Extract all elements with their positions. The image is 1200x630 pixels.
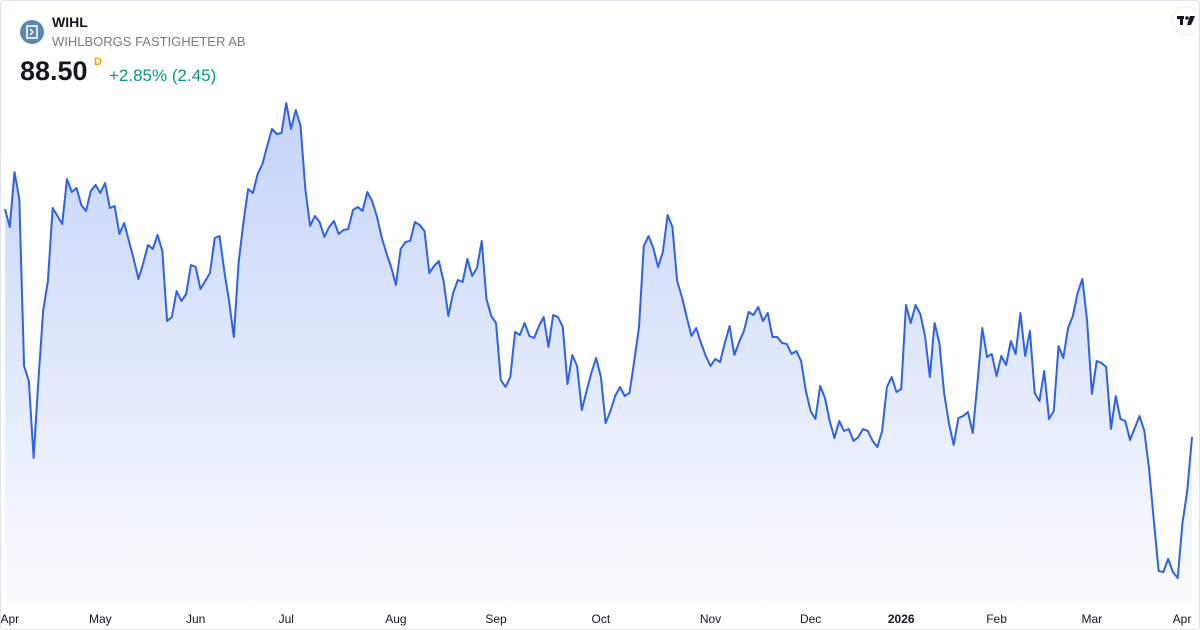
x-tick-label: Feb [986, 612, 1007, 626]
x-tick-label: 2026 [888, 612, 915, 626]
x-tick-label: Mar [1082, 612, 1103, 626]
x-tick-label: Dec [800, 612, 821, 626]
x-tick-label: Jul [279, 612, 294, 626]
tv-logo[interactable] [1171, 6, 1200, 36]
x-tick-label: Aug [385, 612, 406, 626]
market-flag: D [94, 56, 102, 68]
symbol-logo [20, 20, 44, 44]
price-change: +2.85% (2.45) [109, 66, 217, 85]
x-tick-label: Oct [592, 612, 611, 626]
x-tick-label: Sep [485, 612, 507, 626]
price: 88.50 [20, 56, 88, 86]
x-tick-label: May [89, 612, 112, 626]
symbol[interactable]: WIHL [52, 14, 88, 30]
price-line [4, 102, 1193, 579]
area-fill [5, 103, 1192, 606]
x-tick-label: Apr [1, 612, 19, 626]
company-name: WIHLBORGS FASTIGHETER AB [52, 34, 246, 49]
x-tick-label: Jun [186, 612, 205, 626]
x-tick-label: Nov [700, 612, 721, 626]
x-tick-label: Apr [1173, 612, 1192, 626]
